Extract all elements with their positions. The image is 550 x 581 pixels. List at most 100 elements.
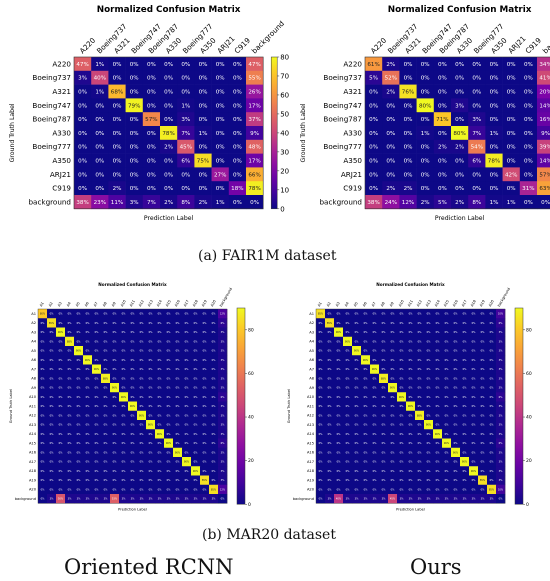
mar20-ours-cell-value-r3-c12: 0% [427, 340, 432, 343]
mar20-ours-cell-value-r11-c1: 0% [328, 414, 333, 417]
mar20-orcnn-cell-value-r6-c20: 3% [221, 368, 226, 371]
mar20-orcnn-cell-r15-c15 [173, 447, 183, 458]
mar20-ours-cell-r12-c6 [370, 420, 380, 430]
fair1m-orcnn-cell-r7-c3 [125, 153, 144, 168]
mar20-ours-cell-value-r10-c5: 0% [364, 405, 369, 408]
mar20-orcnn-cell-r3-c20 [218, 336, 228, 347]
fair1m-orcnn-cell-r0-c6 [177, 57, 195, 72]
mar20-orcnn-cell-value-r14-c6: 0% [95, 442, 100, 445]
mar20-orcnn-cell-value-r12-c13: 0% [158, 424, 163, 427]
mar20-orcnn-cell-value-r4-c0: 0% [41, 350, 46, 353]
mar20-orcnn-cell-r4-c2 [56, 346, 66, 356]
mar20-orcnn-cell-value-r8-c6: 0% [95, 387, 100, 390]
mar20-orcnn-cell-value-r13-c16: 0% [185, 433, 190, 436]
mar20-ours-cell-r2-c0 [316, 327, 326, 338]
mar20-ours-cell-r5-c17 [469, 355, 479, 365]
mar20-orcnn-cell-value-r19-c14: 0% [167, 488, 172, 491]
mar20-orcnn-cell-value-r11-c2: 0% [59, 414, 64, 417]
fair1m-orcnn-cell-r7-c4 [142, 153, 161, 168]
fair1m-ours-cell-value-r9-c7: 0% [490, 186, 499, 192]
mar20-orcnn-cell-r2-c6 [92, 327, 102, 338]
mar20-orcnn-cell-r8-c11 [137, 383, 147, 393]
mar20-ours-cell-r16-c13 [433, 457, 443, 467]
fair1m-orcnn-cell-value-r10-c6: 8% [181, 200, 190, 206]
mar20-ours-cell-value-r8-c18: 0% [481, 387, 486, 390]
mar20-orcnn-cell-r19-c8 [110, 484, 120, 495]
mar20-ours-cell-value-r4-c9: 0% [400, 350, 405, 353]
fair1m-orcnn-cell-value-r0-c10: 47% [248, 62, 260, 68]
mar20-ours-cell-value-r0-c6: 0% [373, 313, 378, 316]
mar20-orcnn-cell-value-r1-c12: 0% [149, 322, 154, 325]
mar20-orcnn-cell-r10-c19 [209, 401, 219, 412]
mar20-orcnn-cell-value-r13-c5: 0% [86, 433, 91, 436]
mar20-ours-cell-r15-c19 [487, 447, 497, 458]
mar20-ours-ytick-20: background [293, 497, 314, 501]
mar20-ours-cell-r2-c5 [361, 327, 371, 338]
mar20-ours-cell-r2-c20 [496, 327, 506, 338]
mar20-orcnn-cell-value-r19-c9: 0% [122, 488, 127, 491]
mar20-ours-cell-value-r15-c15: 90% [453, 451, 459, 454]
mar20-orcnn-cell-value-r7-c19: 0% [212, 377, 217, 380]
mar20-ours-cell-value-r0-c20: 10% [498, 313, 504, 316]
mar20-orcnn-cell-value-r11-c5: 0% [86, 414, 91, 417]
mar20-orcnn-cell-value-r11-c8: 0% [113, 414, 118, 417]
mar20-orcnn-ytick-9: A10 [29, 395, 37, 399]
mar20-ours-cell-value-r15-c11: 0% [418, 451, 423, 454]
fair1m-orcnn-cell-r4-c0 [74, 112, 92, 127]
mar20-ours-xtick-9: A10 [398, 299, 405, 308]
mar20-orcnn-cell-r10-c3 [65, 401, 75, 412]
fair1m-orcnn-cell-r4-c7 [194, 112, 212, 127]
mar20-orcnn-cell-r13-c17 [191, 429, 201, 439]
mar20-orcnn-cell-r12-c0 [38, 420, 48, 430]
fair1m-ours-cell-value-r5-c5: 80% [453, 131, 465, 137]
mar20-ours-cell-value-r18-c5: 0% [364, 479, 369, 482]
mar20-orcnn-cell-r7-c1 [47, 373, 57, 384]
mar20-ours-cell-r3-c7 [379, 336, 389, 347]
mar20-orcnn-cell-value-r13-c3: 0% [68, 433, 73, 436]
mar20-ours-cell-value-r16-c7: 0% [382, 461, 387, 464]
fair1m-orcnn-cell-value-r0-c7: 0% [199, 62, 208, 68]
mar20-ours-cell-value-r7-c20: 3% [499, 377, 504, 380]
mar20-ours-cell-value-r14-c16: 0% [463, 442, 468, 445]
mar20-orcnn-cell-value-r8-c13: 0% [158, 387, 163, 390]
mar20-ours-cell-r20-c15 [451, 494, 461, 504]
mar20-orcnn-cell-r20-c0 [38, 494, 48, 504]
mar20-ours-cell-value-r20-c19: 3% [490, 498, 495, 501]
mar20-ours-cell-value-r14-c17: 0% [472, 442, 477, 445]
fair1m-ours-xtick-8: ARJ21 [506, 34, 527, 55]
mar20-ours-xtick-18: A19 [479, 299, 486, 308]
fair1m-ours-cell-value-r6-c10: 39% [539, 145, 550, 151]
fair1m-ours-cell-r6-c2 [399, 139, 417, 154]
mar20-ours-cell-value-r8-c10: 0% [409, 387, 414, 390]
mar20-orcnn-cell-r13-c5 [83, 429, 93, 439]
mar20-ours-cell-value-r2-c12: 0% [427, 331, 432, 334]
mar20-ours-cell-value-r19-c20: 10% [498, 488, 504, 491]
mar20-ours-cell-value-r6-c10: 0% [409, 368, 414, 371]
mar20-orcnn-cell-value-r13-c14: 0% [167, 433, 172, 436]
fair1m-orcnn-cell-r2-c8 [211, 84, 230, 99]
mar20-ours-cell-r18-c16 [460, 475, 470, 486]
mar20-ours-cell-value-r11-c3: 0% [346, 414, 351, 417]
fair1m-ours-cell-value-r0-c7: 0% [490, 62, 499, 68]
mar20-orcnn-cell-value-r10-c10: 90% [130, 405, 136, 408]
mar20-ours-ytick-3: A4 [309, 340, 314, 344]
fair1m-ours-cell-r7-c8 [502, 153, 521, 168]
mar20-orcnn-cell-value-r1-c3: 0% [68, 322, 73, 325]
mar20-ours-cell-r4-c17 [469, 346, 479, 356]
mar20-orcnn-cell-r0-c20 [218, 309, 228, 319]
fair1m-ours-xtick-10: background [541, 19, 550, 55]
mar20-orcnn-cell-value-r18-c8: 0% [113, 479, 118, 482]
mar20-orcnn-cell-r0-c9 [119, 309, 129, 319]
mar20-ours-cell-r17-c5 [361, 466, 371, 476]
fair1m-ours-cell-value-r10-c9: 0% [524, 200, 533, 206]
fair1m-orcnn-cell-value-r8-c5: 0% [164, 172, 173, 178]
mar20-ours-cell-value-r15-c0: 0% [319, 451, 324, 454]
mar20-ours-cell-r8-c8 [388, 383, 398, 393]
mar20-ours-cell-r3-c11 [415, 336, 425, 347]
fair1m-orcnn-cell-r7-c9 [228, 153, 247, 168]
mar20-orcnn-cell-value-r12-c4: 0% [77, 424, 82, 427]
fair1m-orcnn-cell-r2-c1 [91, 84, 109, 99]
mar20-ours-cell-value-r12-c1: 0% [328, 424, 333, 427]
fair1m-orcnn-cell-value-r4-c10: 37% [248, 117, 260, 123]
mar20-ours-cell-value-r15-c17: 0% [472, 451, 477, 454]
